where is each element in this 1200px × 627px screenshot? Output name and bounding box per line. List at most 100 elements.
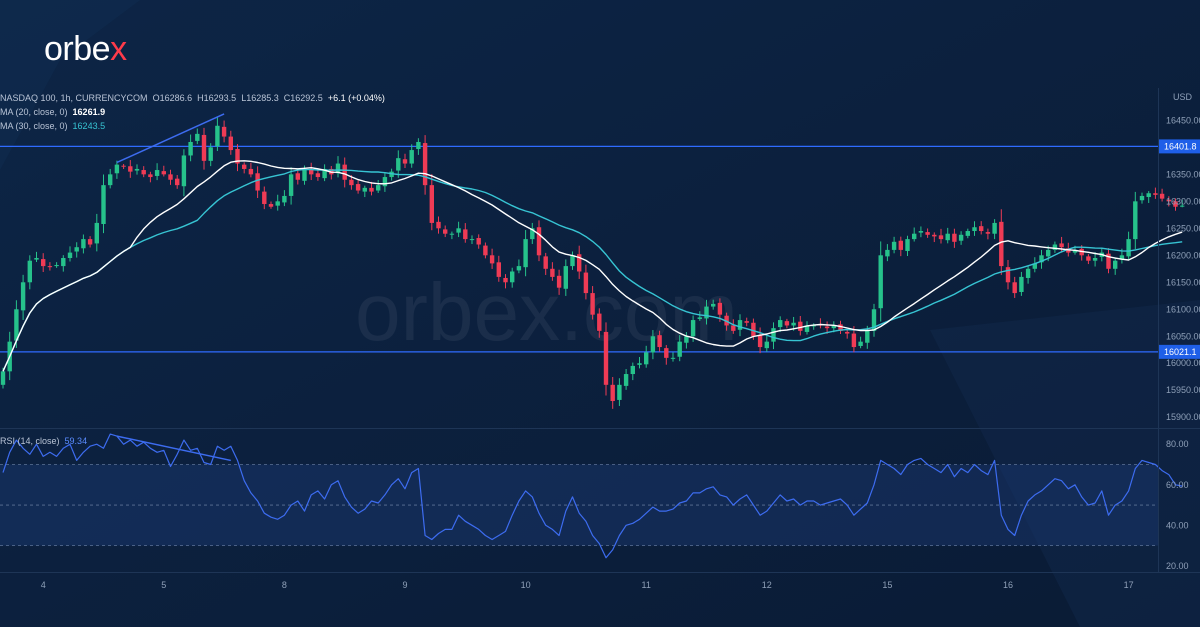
price-tick-label: 16350.00 (1166, 169, 1200, 179)
candle-body (865, 330, 870, 343)
candle-body (717, 302, 723, 315)
candle-body (114, 164, 120, 174)
candle-body (449, 233, 455, 235)
time-tick-label: 10 (521, 580, 531, 590)
candle-body (992, 222, 997, 234)
candle-body (905, 239, 910, 251)
close-value: 16292.5 (290, 93, 323, 103)
candle-body (463, 229, 468, 240)
candle-body (985, 232, 991, 234)
candle-body (932, 234, 937, 237)
candle-body (168, 174, 173, 180)
candle-body (778, 320, 783, 328)
candle-body (603, 331, 609, 385)
candle-body (161, 171, 166, 175)
price-tick-label: 16000.00 (1166, 358, 1200, 368)
candle-body (469, 239, 475, 241)
price-tick-label: 16050.00 (1166, 331, 1200, 341)
candle-body (181, 155, 187, 187)
candle-body (664, 348, 669, 358)
candle-body (1032, 263, 1037, 269)
candle-body (74, 247, 79, 252)
candle-body (556, 275, 562, 288)
candle-body (791, 322, 796, 326)
candle-body (41, 259, 46, 267)
price-level-tag (1159, 344, 1200, 359)
candle-body (54, 265, 59, 267)
candle-body (711, 303, 716, 307)
candle-body (141, 170, 146, 175)
candle-body (972, 227, 977, 232)
price-tick-label: 16450.00 (1166, 115, 1200, 125)
candle-body (1173, 201, 1178, 207)
time-tick-label: 5 (161, 580, 166, 590)
candle-body (751, 322, 756, 337)
candle-body (195, 133, 200, 141)
candle-body (1139, 195, 1145, 201)
candle-body (824, 326, 830, 329)
candle-body (1039, 255, 1044, 263)
rsi-tick-label: 40.00 (1166, 520, 1189, 530)
price-tick-label: 16250.00 (1166, 223, 1200, 233)
candle-body (1180, 205, 1185, 207)
candle-body (422, 143, 428, 186)
time-tick-label: 15 (882, 580, 892, 590)
candle-body (396, 158, 401, 171)
price-tick-label: 15950.00 (1166, 385, 1200, 395)
candle-body (1119, 255, 1125, 260)
rsi-tick-label: 80.00 (1166, 439, 1189, 449)
candle-body (845, 331, 850, 334)
candle-body (697, 317, 702, 319)
candle-body (516, 266, 522, 271)
candle-body (188, 141, 193, 156)
candle-body (925, 232, 930, 235)
price-level-label: 16021.1 (1164, 347, 1197, 357)
candle-body (757, 335, 763, 348)
ma20-legend: MA (20, close, 0) 16261.9 (0, 107, 106, 117)
candle-body (349, 179, 354, 186)
candle-body (416, 141, 421, 149)
candle-body (918, 231, 924, 233)
candle-body (87, 239, 93, 245)
candle-body (630, 365, 635, 375)
candle-body (550, 268, 555, 277)
candle-body (644, 352, 649, 365)
candle-body (255, 173, 260, 191)
candle-body (483, 245, 488, 256)
price-trendline (116, 113, 225, 164)
candle-body (496, 262, 501, 277)
candle-body (577, 254, 582, 272)
candle-body (1046, 249, 1051, 257)
candle-body (898, 240, 903, 250)
candle-body (369, 187, 374, 192)
candle-body (1092, 258, 1098, 261)
candle-body (536, 227, 542, 256)
candle-body (295, 173, 300, 180)
rsi-value: 59.34 (64, 436, 88, 446)
price-level-tag (1159, 139, 1200, 154)
candle-body (1166, 199, 1171, 202)
candle-body (476, 238, 481, 245)
candle-body (108, 174, 113, 186)
candle-body (657, 335, 662, 348)
candle-body (14, 309, 19, 341)
candle-body (570, 255, 575, 267)
candle-body (1052, 244, 1058, 250)
candle-body (945, 233, 950, 241)
candle-body (583, 272, 589, 294)
rsi-panel (0, 433, 1183, 559)
candle-body (268, 204, 274, 207)
candle-body (175, 178, 180, 186)
candle-body (737, 320, 743, 330)
candle-body (322, 168, 327, 179)
candle-body (965, 231, 970, 236)
candle-body (510, 271, 515, 283)
price-level-label: 16401.8 (1164, 141, 1197, 151)
axes: 15900.00 15950.00 16000.00 16050.00 16100.00… (0, 88, 1200, 590)
symbol-label: NASDAQ 100, 1h, CURRENCYCOM (0, 93, 148, 103)
candle-body (20, 282, 26, 311)
candle-body (885, 249, 890, 257)
